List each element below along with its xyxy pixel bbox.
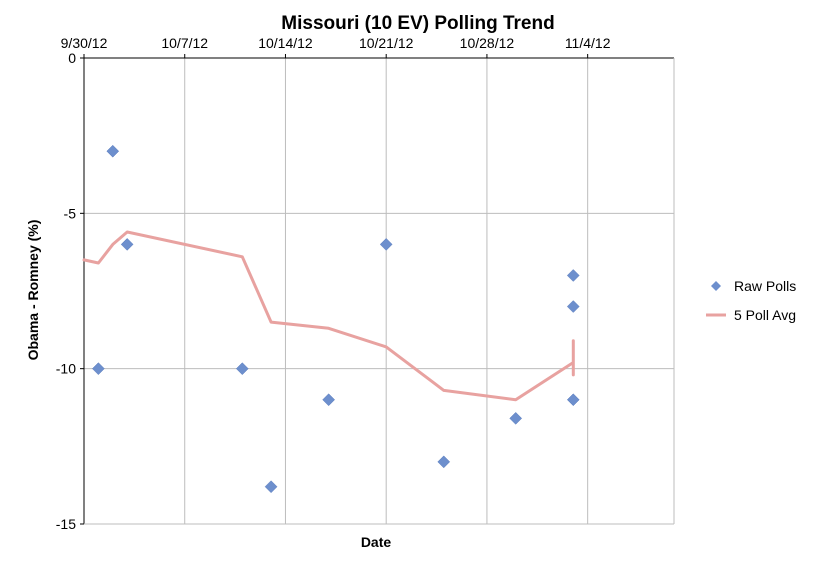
raw-poll-marker — [106, 144, 120, 158]
plot-area — [83, 57, 675, 525]
x-axis-ticks: 9/30/12 10/7/12 10/14/12 10/21/12 10/28/12 11… — [61, 35, 611, 58]
raw-poll-marker — [264, 480, 278, 494]
raw-poll-marker — [322, 393, 335, 407]
series-line-layer — [82, 230, 575, 402]
y-axis-ticks: 0 -5 -10 -15 — [56, 50, 84, 532]
raw-poll-marker — [566, 300, 580, 313]
raw-poll-marker — [120, 238, 134, 251]
chart-title: Missouri (10 EV) Polling Trend — [281, 13, 554, 34]
raw-poll-marker — [235, 362, 249, 376]
grid — [84, 58, 674, 524]
raw-poll-marker — [437, 455, 451, 469]
raw-poll-marker — [379, 238, 393, 251]
legend-raw-polls-label: Raw Polls — [734, 278, 796, 294]
x-tick-label: 9/30/12 — [61, 35, 108, 51]
raw-poll-marker — [566, 393, 580, 407]
y-tick-label: 0 — [68, 50, 76, 66]
x-tick-label: 10/14/12 — [258, 35, 313, 51]
y-axis-label: Obama - Romney (%) — [25, 220, 41, 361]
x-tick-label: 11/4/12 — [565, 35, 611, 51]
legend: Raw Polls 5 Poll Avg — [706, 278, 796, 323]
raw-poll-marker — [92, 362, 105, 376]
y-tick-label: -15 — [56, 516, 76, 532]
x-tick-label: 10/7/12 — [161, 35, 208, 51]
x-tick-label: 10/21/12 — [359, 35, 414, 51]
legend-raw-polls-marker — [711, 281, 721, 291]
x-tick-label: 10/28/12 — [460, 35, 515, 51]
x-axis-label: Date — [361, 534, 392, 550]
raw-poll-marker — [509, 412, 523, 425]
y-tick-label: -5 — [64, 205, 77, 221]
series-5-poll-avg-line — [82, 230, 575, 402]
legend-5-poll-avg-label: 5 Poll Avg — [734, 307, 796, 323]
y-tick-label: -10 — [56, 361, 76, 377]
series-markers-layer — [92, 144, 580, 494]
raw-poll-marker — [566, 269, 580, 282]
